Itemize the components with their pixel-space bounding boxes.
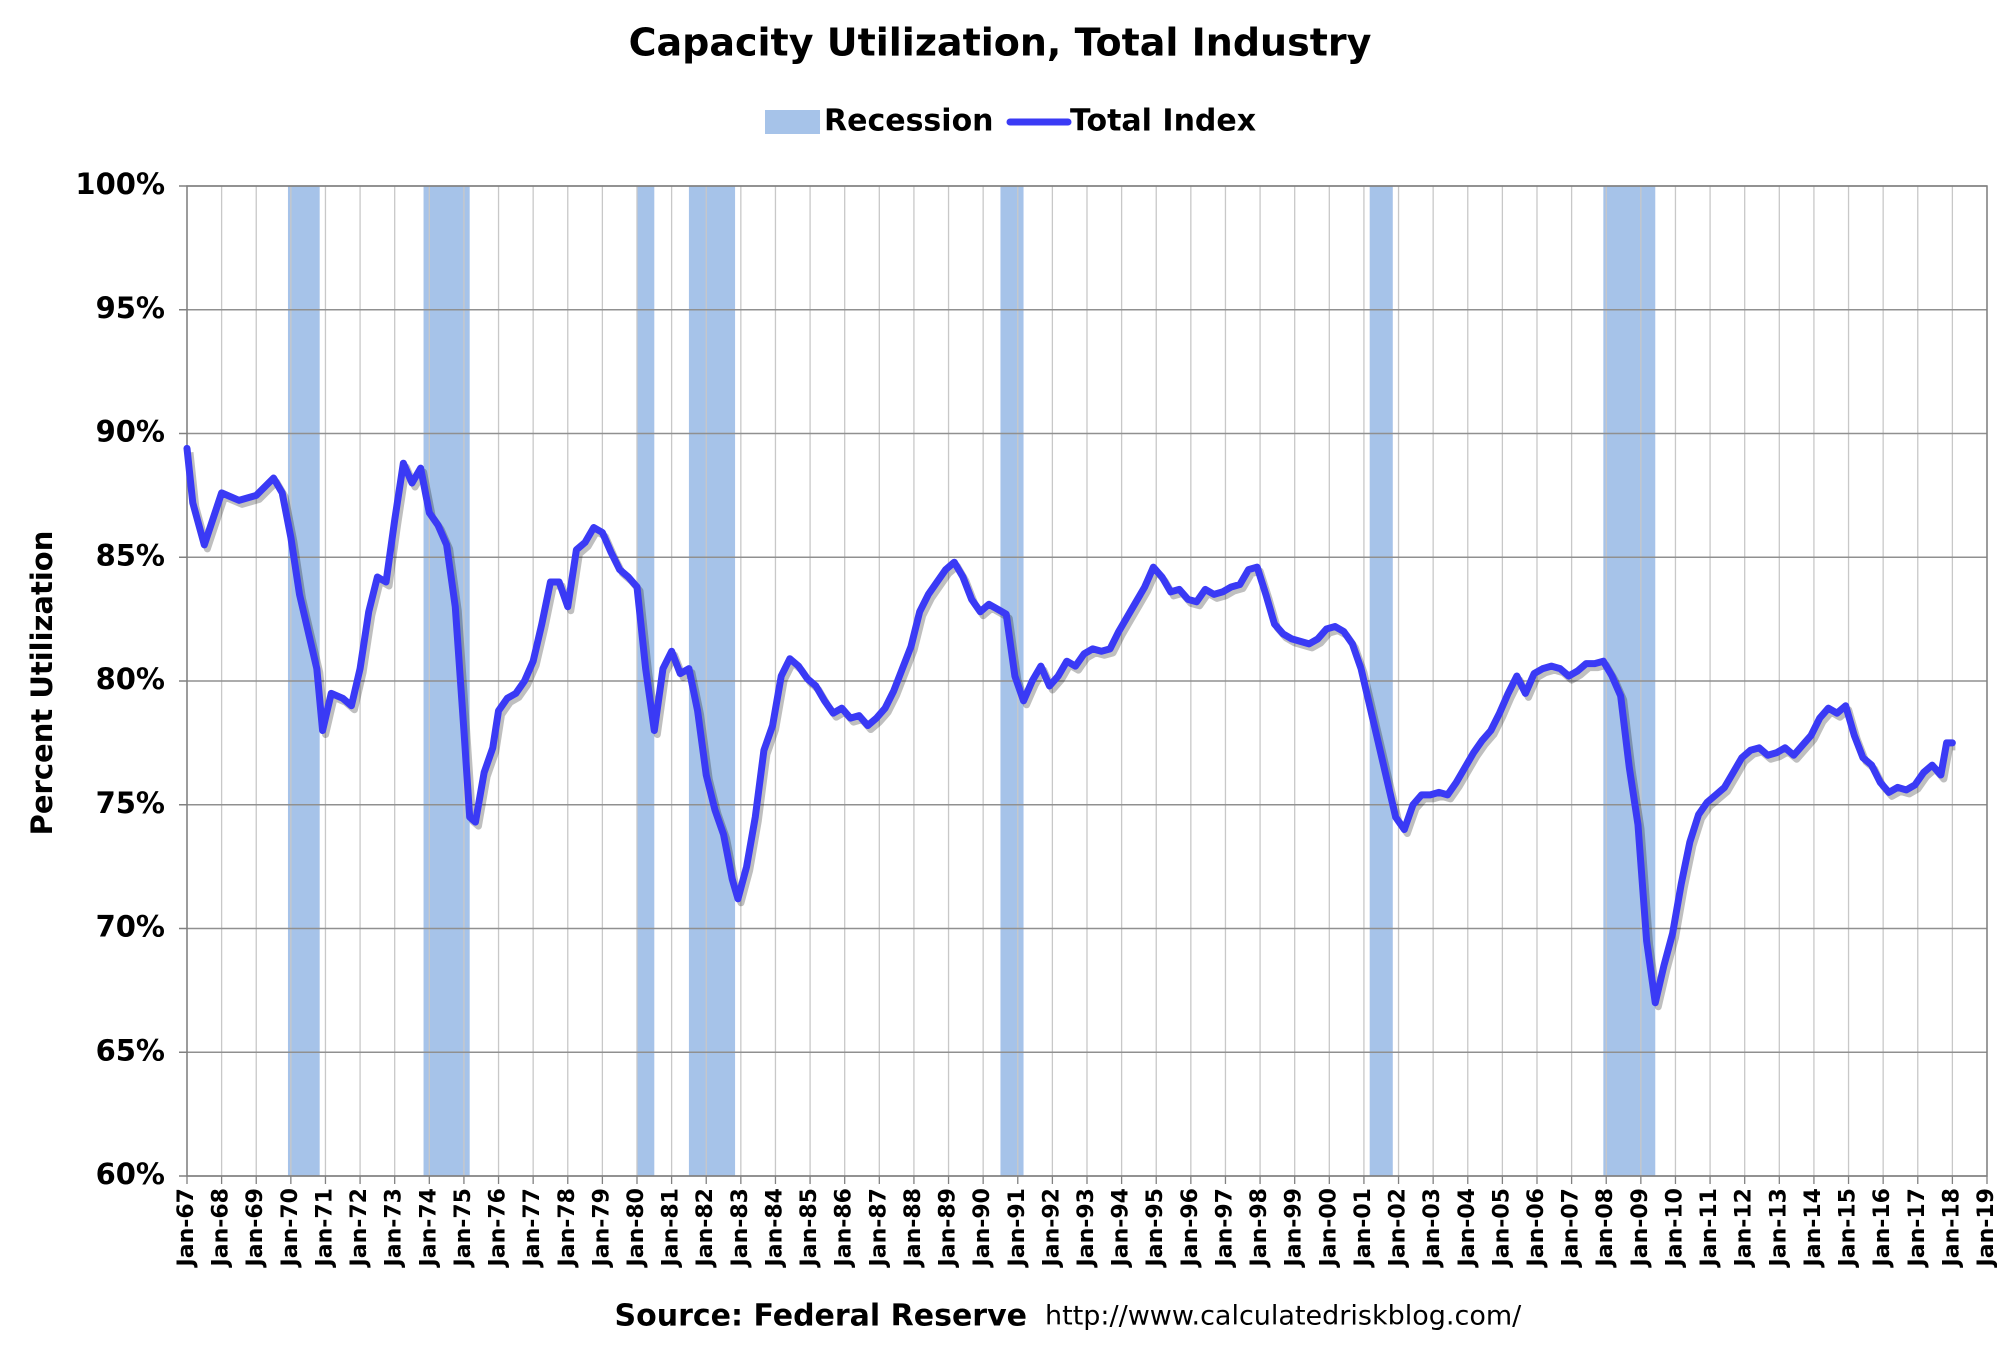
x-tick-label: Jan-84 [762, 1188, 787, 1268]
x-tick-label: Jan-91 [1005, 1188, 1030, 1268]
x-tick-label: Jan-94 [1109, 1188, 1134, 1268]
x-tick-label: Jan-07 [1559, 1188, 1584, 1268]
x-tick-label: Jan-16 [1870, 1188, 1895, 1268]
x-tick-label: Jan-68 [209, 1188, 234, 1268]
x-tick-label: Jan-18 [1939, 1188, 1964, 1268]
x-tick-label: Jan-02 [1386, 1188, 1411, 1268]
x-tick-label: Jan-69 [243, 1188, 268, 1268]
x-tick-label: Jan-99 [1282, 1188, 1307, 1268]
x-tick-label: Jan-06 [1524, 1188, 1549, 1268]
y-tick-label: 60% [96, 1157, 165, 1191]
x-tick-label: Jan-83 [728, 1188, 753, 1268]
x-tick-label: Jan-77 [520, 1188, 545, 1268]
y-tick-label: 100% [75, 167, 165, 201]
x-tick-label: Jan-13 [1766, 1188, 1791, 1268]
x-tick-label: Jan-09 [1628, 1188, 1653, 1268]
x-tick-label: Jan-12 [1732, 1188, 1757, 1268]
line-shadow [186, 451, 1956, 1011]
x-tick-label: Jan-82 [693, 1188, 718, 1268]
x-tick-label: Jan-79 [589, 1188, 614, 1268]
x-tick-label: Jan-80 [624, 1188, 649, 1268]
y-tick-label: 70% [96, 910, 165, 944]
y-tick-label: 90% [96, 415, 165, 449]
x-tick-label: Jan-78 [555, 1188, 580, 1268]
x-tick-label: Jan-11 [1697, 1188, 1722, 1268]
y-axis-label: Percent Utilization [25, 531, 59, 836]
chart-title: Capacity Utilization, Total Industry [629, 21, 1372, 65]
x-tick-label: Jan-89 [936, 1188, 961, 1268]
legend-label: Total Index [1070, 104, 1256, 139]
legend-swatch-recession [765, 110, 820, 134]
x-tick-label: Jan-85 [797, 1188, 822, 1268]
y-tick-label: 80% [96, 662, 165, 696]
x-tick-label: Jan-04 [1455, 1188, 1480, 1268]
x-tick-label: Jan-95 [1143, 1188, 1168, 1268]
x-tick-label: Jan-93 [1074, 1188, 1099, 1268]
x-tick-label: Jan-08 [1593, 1188, 1618, 1268]
y-tick-label: 65% [96, 1033, 165, 1067]
y-tick-label: 75% [96, 786, 165, 820]
x-tick-label: Jan-71 [312, 1188, 337, 1268]
x-tick-label: Jan-75 [451, 1188, 476, 1268]
x-tick-label: Jan-17 [1905, 1188, 1930, 1268]
x-tick-label: Jan-90 [970, 1188, 995, 1268]
x-tick-label: Jan-03 [1420, 1188, 1445, 1268]
x-tick-label: Jan-70 [278, 1188, 303, 1268]
x-tick-label: Jan-00 [1316, 1188, 1341, 1268]
line [183, 444, 1956, 1007]
y-tick-label: 95% [96, 291, 165, 325]
x-tick-label: Jan-10 [1662, 1188, 1687, 1268]
y-tick-label: 85% [96, 538, 165, 572]
x-tick-label: Jan-05 [1489, 1188, 1514, 1268]
x-tick-label: Jan-98 [1247, 1188, 1272, 1268]
x-tick-label: Jan-87 [866, 1188, 891, 1268]
plot-frame [186, 185, 1988, 1177]
source: Source: Federal Reserve [615, 1299, 1028, 1334]
source-url: http://www.calculatedriskblog.com/ [1045, 1301, 1522, 1332]
x-tick-label: Jan-01 [1351, 1188, 1376, 1268]
x-tick-label: Jan-88 [901, 1188, 926, 1268]
x-tick-label: Jan-92 [1039, 1188, 1064, 1268]
x-tick-label: Jan-74 [416, 1188, 441, 1268]
x-tick-label: Jan-15 [1836, 1188, 1861, 1268]
x-tick-label: Jan-73 [382, 1188, 407, 1268]
x-tick-label: Jan-76 [486, 1188, 511, 1268]
x-tick-label: Jan-72 [347, 1188, 372, 1268]
x-tick-label: Jan-67 [174, 1188, 199, 1268]
x-tick-label: Jan-96 [1178, 1188, 1203, 1268]
x-tick-label: Jan-86 [832, 1188, 857, 1268]
x-tick-label: Jan-97 [1212, 1188, 1237, 1268]
x-tick-label: Jan-14 [1801, 1188, 1826, 1268]
x-tick-label: Jan-19 [1974, 1188, 1997, 1268]
legend-label: Recession [824, 104, 994, 139]
x-tick-label: Jan-81 [659, 1188, 684, 1268]
